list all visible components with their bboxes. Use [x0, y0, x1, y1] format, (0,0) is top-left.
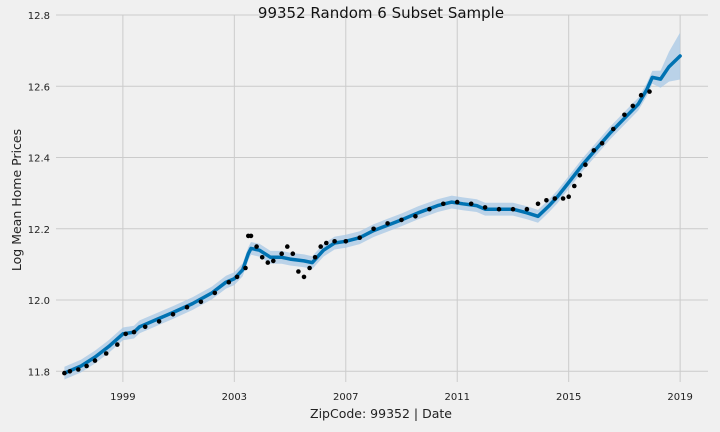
observed-point: [248, 233, 254, 239]
y-tick-label: 11.8: [28, 367, 50, 378]
observed-point: [647, 89, 652, 94]
observed-point: [226, 279, 232, 285]
observed-point: [427, 206, 432, 212]
observed-point: [441, 201, 446, 207]
observed-point: [572, 183, 577, 189]
x-tick-labels: 1999 2003 2007 2011 2015 2019: [110, 392, 693, 403]
observed-point: [371, 226, 376, 232]
x-tick-label: 1999: [110, 392, 135, 403]
observed-point: [271, 258, 276, 264]
observed-point: [307, 265, 312, 271]
observed-point: [184, 304, 190, 310]
observed-point: [583, 162, 588, 167]
observed-point: [84, 363, 89, 369]
observed-point: [296, 269, 301, 274]
observed-point: [62, 370, 67, 376]
uncertainty-area: [64, 32, 681, 380]
observed-point: [285, 244, 290, 249]
observed-point: [622, 112, 627, 118]
observed-point: [92, 358, 98, 363]
observed-point: [482, 205, 488, 210]
observed-point: [115, 342, 120, 347]
y-tick-label: 12.8: [28, 11, 50, 22]
chart-title: 99352 Random 6 Subset Sample: [258, 4, 504, 22]
observed-point: [318, 244, 324, 249]
observed-point: [468, 201, 474, 207]
observed-point: [454, 199, 460, 205]
observed-point: [535, 201, 541, 207]
y-tick-label: 12.2: [28, 225, 50, 236]
observed-point: [243, 265, 248, 271]
observed-point: [630, 103, 636, 109]
observed-point: [198, 299, 204, 305]
observed-point: [510, 206, 516, 212]
observed-point: [591, 148, 597, 153]
observed-point: [552, 196, 558, 201]
x-axis-label: ZipCode: 99352 | Date: [310, 406, 452, 421]
observed-point: [496, 206, 502, 212]
observed-point: [212, 290, 218, 296]
observed-point: [279, 251, 285, 256]
y-tick-label: 12.6: [28, 82, 50, 93]
observed-point: [259, 254, 265, 260]
observed-point: [599, 141, 605, 146]
y-tick-label: 12.0: [28, 296, 50, 307]
observed-point: [234, 274, 240, 280]
observed-point: [67, 369, 73, 374]
y-axis-label: Log Mean Home Prices: [9, 129, 24, 271]
x-tick-label: 2003: [222, 392, 247, 403]
observed-point: [254, 244, 259, 249]
observed-point: [265, 260, 271, 265]
observed-point: [566, 194, 571, 199]
observed-point: [413, 214, 418, 219]
observed-point: [332, 239, 337, 244]
observed-point: [170, 312, 176, 317]
observed-point: [357, 235, 363, 240]
observed-point: [560, 196, 566, 201]
observed-point: [123, 331, 128, 337]
x-tick-label: 2015: [556, 392, 581, 403]
uncertainty-band: [64, 32, 681, 380]
forecast-line: [62, 54, 682, 375]
observed-point: [399, 217, 404, 223]
observed-points: [62, 89, 652, 376]
x-tick-label: 2019: [667, 392, 692, 403]
x-tick-label: 2007: [333, 392, 358, 403]
observed-point: [385, 221, 390, 226]
observed-point: [301, 274, 307, 280]
observed-point: [638, 92, 644, 98]
observed-point: [524, 206, 530, 212]
observed-point: [76, 367, 81, 372]
observed-point: [611, 126, 616, 132]
observed-point: [290, 251, 296, 256]
forecast-series-line: [62, 54, 682, 375]
observed-point: [577, 173, 583, 178]
observed-point: [312, 254, 318, 260]
observed-point: [343, 239, 349, 244]
x-tick-label: 2011: [445, 392, 470, 403]
observed-point: [103, 351, 109, 356]
y-tick-label: 12.4: [28, 154, 50, 165]
observed-point: [544, 198, 549, 203]
y-tick-labels: 11.8 12.0 12.2 12.4 12.6 12.8: [28, 11, 50, 378]
observed-point: [324, 240, 329, 246]
observed-point: [131, 329, 137, 335]
observed-point: [142, 324, 148, 330]
observed-point: [156, 319, 162, 324]
